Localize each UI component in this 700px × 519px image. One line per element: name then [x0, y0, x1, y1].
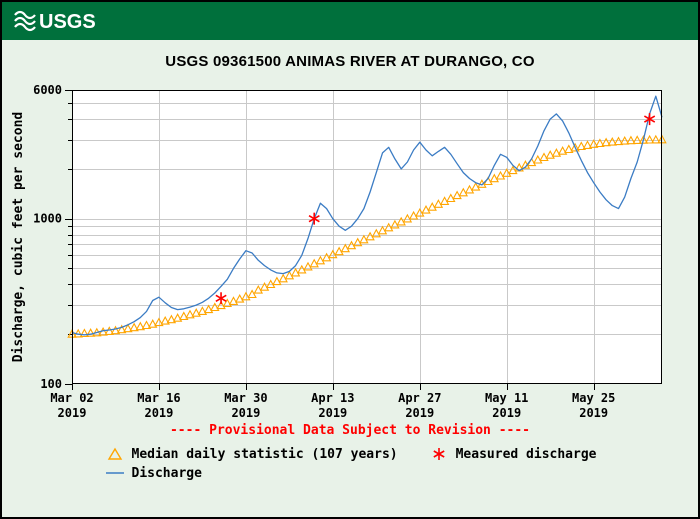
line-icon: [105, 472, 124, 474]
legend-label: Discharge: [131, 465, 202, 481]
legend-item-triangle: Median daily statistic (107 years): [104, 446, 398, 462]
usgs-logo[interactable]: USGS: [12, 8, 108, 34]
legend-item-line: Discharge: [104, 465, 202, 481]
legend-row-1: Median daily statistic (107 years) Measur…: [104, 446, 597, 462]
chart-title: USGS 09361500 ANIMAS RIVER AT DURANGO, C…: [165, 53, 535, 70]
asterisk-icon: [433, 448, 445, 460]
svg-text:100: 100: [40, 377, 62, 391]
provisional-notice: ---- Provisional Data Subject to Revisio…: [169, 423, 531, 438]
legend-label: Measured discharge: [455, 446, 597, 462]
legend-row-2: Discharge: [104, 465, 597, 481]
triangle-icon: [107, 447, 122, 460]
usgs-logo-text: USGS: [39, 11, 96, 33]
usgs-logo-waves-icon: USGS: [14, 10, 96, 33]
svg-text:1000: 1000: [33, 212, 62, 226]
svg-text:Discharge, cubic feet per seco: Discharge, cubic feet per second: [11, 112, 26, 362]
chart-legend: Median daily statistic (107 years) Measur…: [104, 446, 597, 481]
svg-text:6000: 6000: [33, 83, 62, 97]
usgs-header-bar: USGS: [2, 2, 698, 40]
hydrograph-chart: 100 1000 6000 Mar 02 2019 Mar 16 2019 Mar 30 201…: [11, 83, 667, 420]
legend-label: Median daily statistic (107 years): [131, 446, 398, 462]
legend-item-asterisk: Measured discharge: [428, 446, 597, 462]
